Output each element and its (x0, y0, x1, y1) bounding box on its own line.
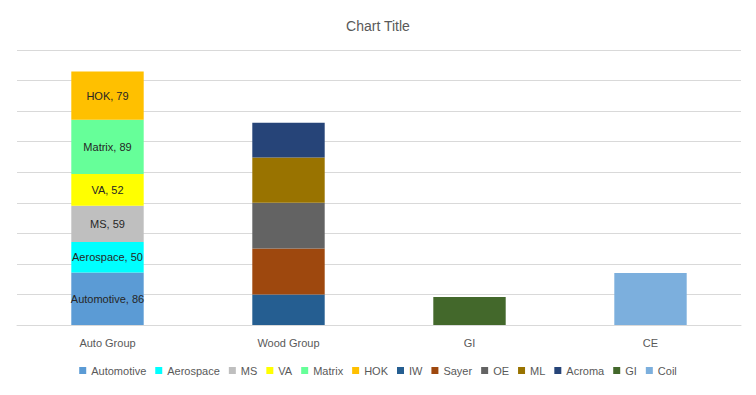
svg-text:VA: VA (278, 365, 293, 377)
svg-text:Wood Group: Wood Group (257, 337, 319, 349)
svg-text:HOK: HOK (364, 365, 389, 377)
svg-text:VA, 52: VA, 52 (91, 184, 123, 196)
svg-text:Acroma: Acroma (566, 365, 605, 377)
svg-text:OE: OE (493, 365, 509, 377)
svg-text:ML: ML (530, 365, 545, 377)
svg-text:Matrix: Matrix (313, 365, 343, 377)
svg-text:MS: MS (241, 365, 258, 377)
svg-text:Chart Title: Chart Title (346, 18, 410, 34)
svg-text:IW: IW (409, 365, 423, 377)
svg-text:Aerospace: Aerospace (167, 365, 220, 377)
svg-text:CE: CE (643, 337, 658, 349)
svg-text:Automotive: Automotive (91, 365, 146, 377)
svg-text:Sayer: Sayer (443, 365, 472, 377)
svg-text:GI: GI (464, 337, 476, 349)
svg-text:Matrix, 89: Matrix, 89 (83, 141, 131, 153)
svg-text:Aerospace, 50: Aerospace, 50 (72, 251, 143, 263)
svg-text:Coil: Coil (658, 365, 677, 377)
svg-text:Automotive, 86: Automotive, 86 (71, 293, 144, 305)
svg-text:HOK, 79: HOK, 79 (86, 90, 128, 102)
svg-text:MS, 59: MS, 59 (90, 218, 125, 230)
svg-text:GI: GI (625, 365, 637, 377)
svg-text:Auto Group: Auto Group (79, 337, 135, 349)
